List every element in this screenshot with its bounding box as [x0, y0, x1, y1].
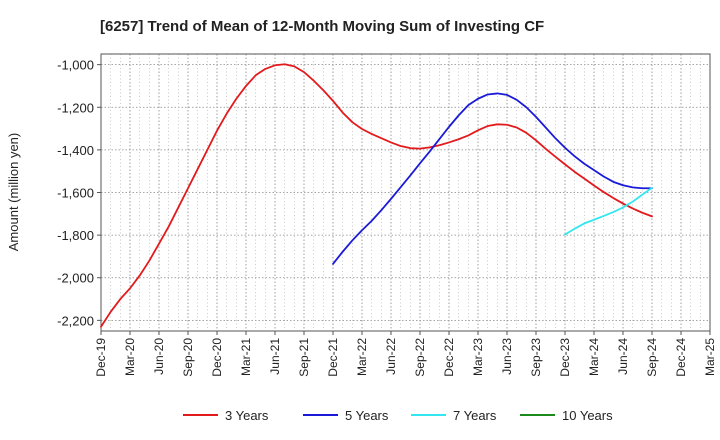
chart-title: [6257] Trend of Mean of 12-Month Moving …	[100, 18, 544, 35]
x-tick-label: Dec-19	[94, 338, 108, 377]
y-tick-label: -1,800	[57, 228, 94, 243]
x-tick-label: Mar-23	[471, 338, 485, 376]
x-tick-label: Dec-24	[674, 338, 688, 377]
legend-label-3-years: 3 Years	[225, 408, 269, 423]
x-tick-label: Mar-21	[239, 338, 253, 376]
x-tick-label: Jun-20	[152, 338, 166, 375]
x-tick-label: Jun-24	[616, 338, 630, 375]
y-tick-label: -1,600	[57, 186, 94, 201]
y-tick-label: -2,200	[57, 313, 94, 328]
y-tick-label: -1,400	[57, 143, 94, 158]
series-line-5-years	[332, 92, 653, 265]
x-tick-label: Jun-22	[384, 338, 398, 375]
x-tick-label: Sep-20	[181, 338, 195, 377]
x-tick-label: Sep-22	[413, 338, 427, 377]
x-tick-label: Jun-21	[268, 338, 282, 375]
x-tick-label: Mar-20	[123, 338, 137, 376]
x-tick-label: Dec-20	[210, 338, 224, 377]
x-tick-label: Dec-22	[442, 338, 456, 377]
x-tick-label: Sep-24	[645, 338, 659, 377]
y-tick-label: -2,000	[57, 271, 94, 286]
x-axis-ticks: Dec-19 Mar-20 Jun-20 Sep-20 Dec-20 Mar-21 Jun-…	[94, 331, 717, 377]
legend-label-5-years: 5 Years	[345, 408, 389, 423]
y-axis-ticks: -1,000 -1,200 -1,400 -1,600 -1,800 -2,000 -2,2…	[57, 58, 101, 328]
series-line-3-years	[100, 63, 653, 328]
x-tick-label: Jun-23	[500, 338, 514, 375]
x-tick-label: Dec-21	[326, 338, 340, 377]
y-tick-label: -1,000	[57, 58, 94, 73]
x-tick-label: Sep-23	[529, 338, 543, 377]
grid-layer	[101, 54, 710, 331]
x-tick-label: Sep-21	[297, 338, 311, 377]
y-tick-label: -1,200	[57, 100, 94, 115]
legend-label-7-years: 7 Years	[453, 408, 497, 423]
legend: 3 Years 5 Years 7 Years 10 Years	[183, 408, 613, 423]
y-axis-label: Amount (million yen)	[6, 133, 21, 252]
x-tick-label: Mar-25	[703, 338, 717, 376]
series-layer	[100, 63, 653, 328]
x-tick-label: Mar-22	[355, 338, 369, 376]
legend-label-10-years: 10 Years	[562, 408, 613, 423]
x-tick-label: Dec-23	[558, 338, 572, 377]
series-line-7-years	[564, 186, 653, 236]
x-tick-label: Mar-24	[587, 338, 601, 376]
